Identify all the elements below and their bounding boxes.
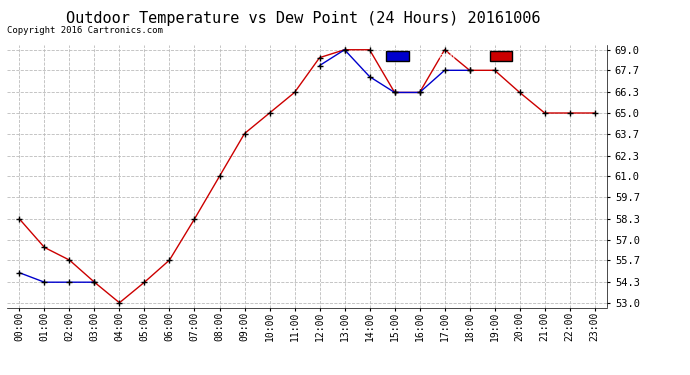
Legend: Dew Point (°F), Temperature (°F): Dew Point (°F), Temperature (°F) <box>384 50 602 63</box>
Text: Copyright 2016 Cartronics.com: Copyright 2016 Cartronics.com <box>7 26 163 35</box>
Text: Outdoor Temperature vs Dew Point (24 Hours) 20161006: Outdoor Temperature vs Dew Point (24 Hou… <box>66 11 541 26</box>
